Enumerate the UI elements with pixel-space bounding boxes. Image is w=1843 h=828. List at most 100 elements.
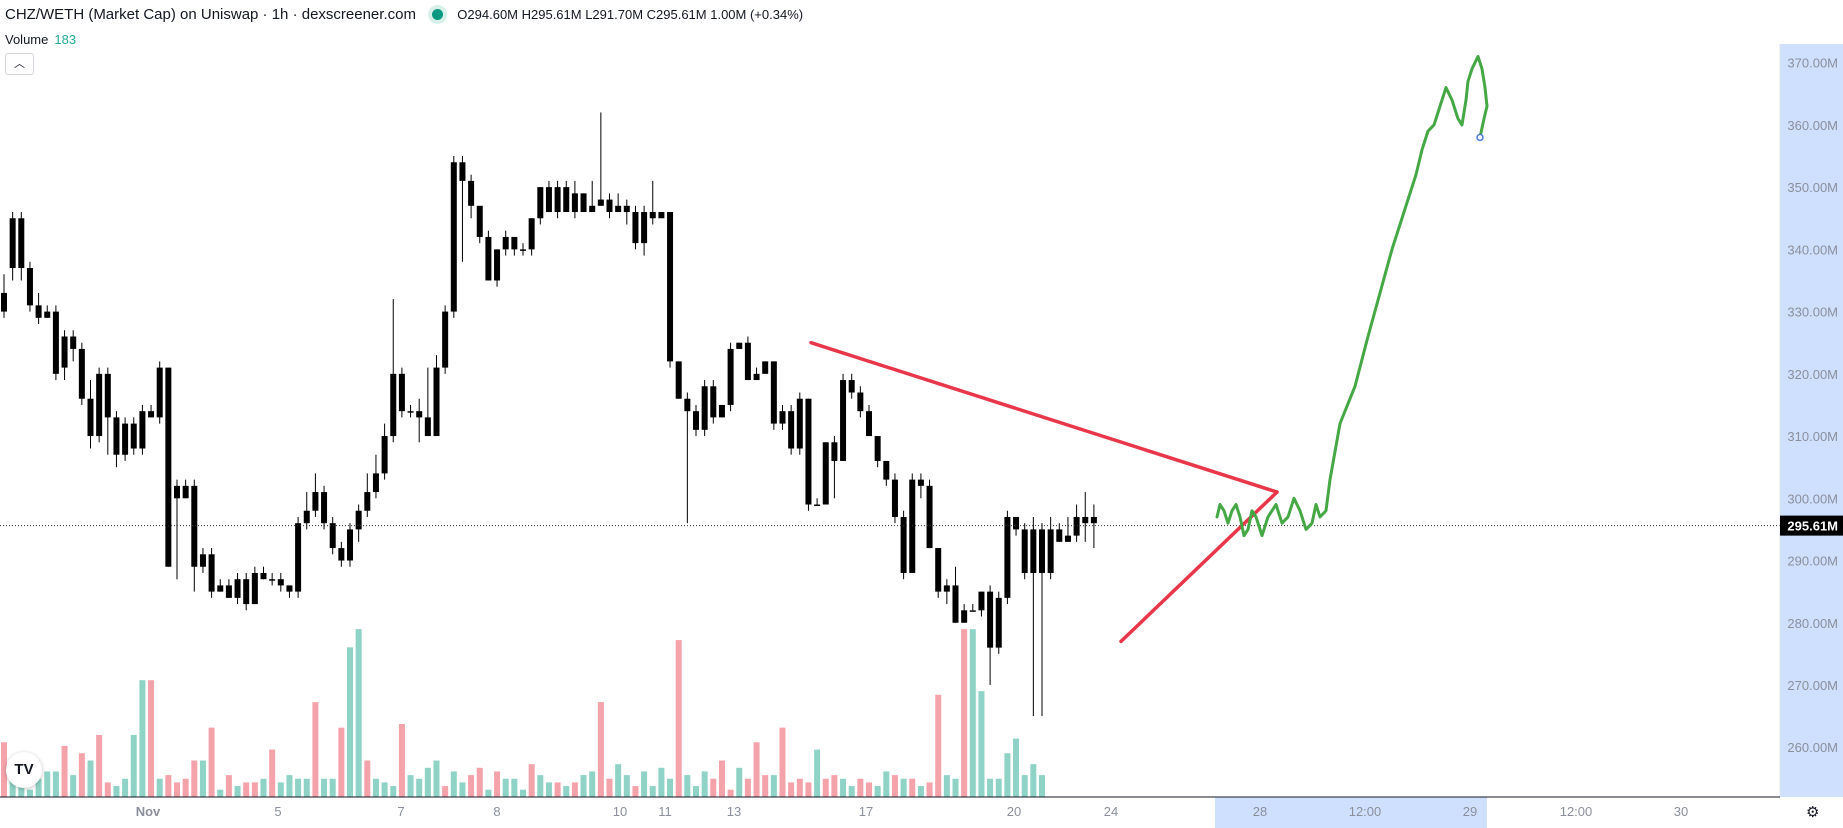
volume-bar (935, 694, 942, 797)
candle (770, 361, 777, 430)
candle (156, 361, 163, 424)
candle-body (1, 292, 7, 312)
trendline[interactable] (809, 340, 1279, 494)
tradingview-logo-icon[interactable]: TV (6, 752, 42, 788)
candle (199, 548, 206, 573)
candle-body (208, 554, 215, 592)
candle-body (969, 610, 976, 612)
candle (1056, 523, 1063, 542)
volume-bar (61, 745, 68, 797)
candle (675, 361, 682, 399)
y-tick-label: 340.00M (1787, 242, 1838, 257)
candle-body (831, 442, 838, 461)
volume-bar (563, 786, 570, 797)
volume-bar (424, 767, 431, 797)
chevron-up-icon[interactable]: ︿ (5, 53, 34, 75)
candle-body (736, 342, 743, 349)
candle-body (935, 548, 942, 592)
candle-body (667, 212, 674, 362)
candle (545, 180, 552, 213)
volume-bar (926, 782, 933, 797)
candle (191, 479, 198, 592)
price-highlight-band (1780, 44, 1843, 797)
candle-body (468, 180, 475, 206)
candle (1004, 510, 1011, 605)
candle (355, 504, 362, 542)
candle (857, 386, 864, 418)
candle (632, 205, 639, 250)
candle-body (701, 386, 708, 430)
candle (874, 436, 881, 468)
candle-body (840, 380, 847, 461)
candle (347, 523, 353, 567)
volume-bar (770, 775, 777, 797)
candle (969, 604, 976, 612)
candle-body (874, 436, 881, 461)
candle-body (182, 485, 189, 499)
y-tick-label: 290.00M (1787, 554, 1838, 569)
candle-body (995, 597, 1002, 648)
candle-body (658, 212, 665, 219)
candle (18, 212, 25, 281)
candle (1021, 523, 1028, 580)
volume-bar (961, 629, 968, 797)
volume-bar (831, 775, 838, 797)
candle (909, 473, 916, 573)
chart-header: CHZ/WETH (Market Cap) on Uniswap · 1h · … (5, 6, 803, 23)
candle (312, 473, 319, 517)
volume-bar (494, 771, 501, 797)
x-tick-label: 30 (1674, 804, 1688, 819)
candle-body (130, 423, 137, 449)
candle-body (329, 523, 336, 549)
candle-body (615, 205, 622, 213)
candle (9, 212, 16, 281)
candle-body (156, 367, 163, 418)
candle-body (848, 380, 855, 393)
volume-bar (208, 727, 215, 797)
symbol-title[interactable]: CHZ/WETH (Market Cap) on Uniswap · 1h · … (5, 6, 416, 23)
candle-body (372, 473, 379, 493)
volume-bar (442, 786, 449, 797)
candle (779, 404, 786, 430)
volume-bar (113, 786, 120, 797)
volume-bar (139, 680, 146, 797)
candle-body (104, 373, 111, 418)
candle-body (9, 218, 16, 269)
candle (407, 404, 414, 418)
candle-body (805, 398, 812, 505)
candle (338, 541, 345, 567)
candle (805, 398, 812, 511)
candle-body (390, 373, 397, 437)
candle (433, 355, 440, 437)
candle (113, 411, 120, 468)
candle (788, 404, 795, 455)
candle-body (225, 585, 232, 598)
volume-bar (909, 778, 916, 797)
candle-body (537, 187, 544, 219)
candle-body (251, 572, 258, 605)
volume-bar (450, 771, 457, 797)
candle (122, 417, 129, 461)
candle (961, 604, 968, 623)
volume-bar (589, 771, 596, 797)
volume-bar (52, 771, 59, 797)
candle (165, 367, 172, 567)
volume-legend[interactable]: Volume 183 (5, 32, 76, 47)
x-tick-label: 24 (1104, 804, 1118, 819)
candle-body (727, 348, 734, 405)
y-tick-label: 300.00M (1787, 491, 1838, 506)
volume-bar (321, 778, 328, 797)
candle (104, 367, 111, 455)
volume-bar (225, 775, 232, 797)
candle (917, 473, 924, 499)
volume-bars (1, 629, 1045, 797)
gear-icon[interactable]: ⚙ (1806, 804, 1820, 821)
candle-body (641, 212, 648, 244)
candle-body (450, 162, 457, 312)
volume-bar (667, 778, 674, 797)
volume-bar (433, 760, 440, 797)
candle (710, 380, 717, 424)
volume-bar (485, 789, 492, 797)
volume-label: Volume (5, 32, 49, 47)
